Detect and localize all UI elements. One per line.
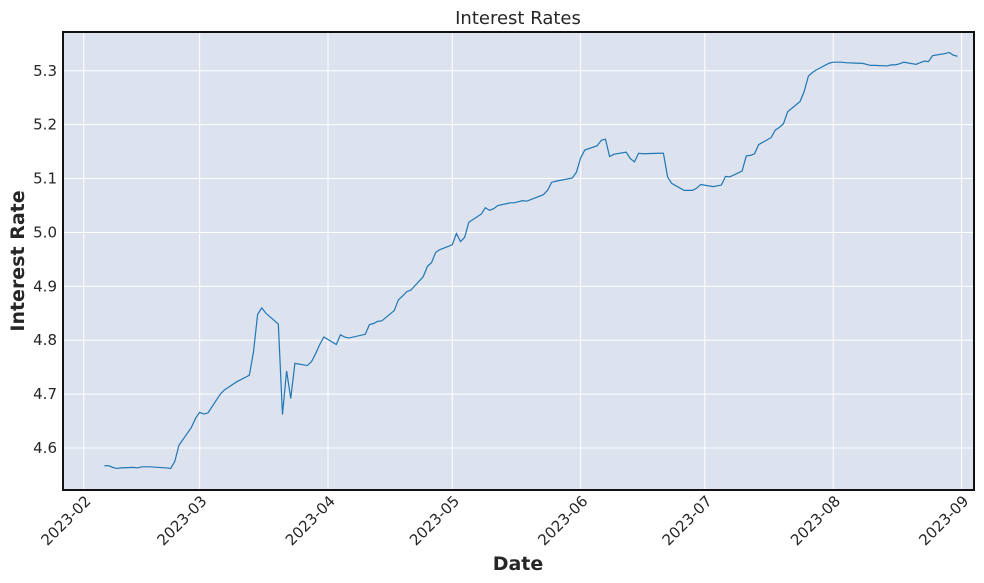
y-tick-label: 5.1 xyxy=(33,170,57,188)
x-tick-label: 2023-07 xyxy=(659,492,716,549)
y-tick-label: 4.8 xyxy=(33,331,57,349)
y-tick-label: 5.0 xyxy=(33,223,57,241)
x-tick-label: 2023-03 xyxy=(153,492,210,549)
y-tick-label: 5.2 xyxy=(33,116,57,134)
x-tick-label: 2023-09 xyxy=(915,492,972,549)
y-tick-label: 4.7 xyxy=(33,385,57,403)
y-axis-ticks: 4.6 4.7 4.8 4.9 5.0 5.1 5.2 5.3 xyxy=(33,62,57,457)
y-axis-label: Interest Rate xyxy=(7,190,29,331)
y-tick-label: 5.3 xyxy=(33,62,57,80)
y-tick-label: 4.9 xyxy=(33,277,57,295)
plot-frame xyxy=(62,31,975,491)
y-tick-label: 4.6 xyxy=(33,439,57,457)
interest-rate-line xyxy=(104,51,958,470)
grid-lines xyxy=(63,32,974,490)
chart-title: Interest Rates xyxy=(455,8,581,29)
x-tick-label: 2023-05 xyxy=(406,492,463,549)
x-tick-label: 2023-04 xyxy=(282,492,339,549)
x-axis-label: Date xyxy=(493,553,544,575)
x-tick-label: 2023-06 xyxy=(534,492,591,549)
x-tick-label: 2023-08 xyxy=(787,492,844,549)
x-tick-label: 2023-02 xyxy=(37,492,94,549)
x-axis-ticks: 2023-02 2023-03 2023-04 2023-05 2023-06 2023-… xyxy=(37,492,972,549)
plot-background xyxy=(63,32,974,490)
